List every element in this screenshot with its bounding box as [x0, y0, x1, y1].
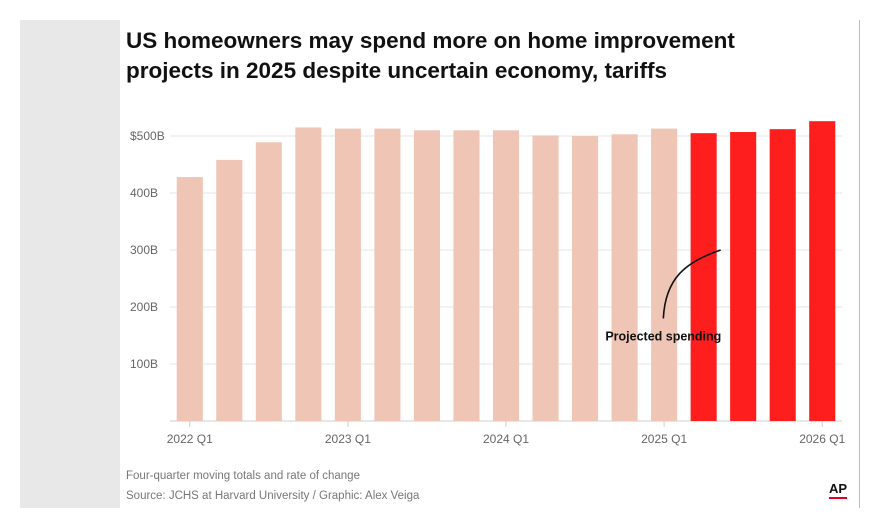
left-sidebar-panel	[20, 20, 120, 508]
bar-actual	[216, 159, 243, 421]
x-tick-label: 2026 Q1	[799, 432, 845, 446]
ap-logo: AP	[829, 482, 848, 499]
bar-actual	[176, 177, 203, 421]
bar-actual	[334, 128, 361, 421]
bar-projected	[769, 129, 796, 421]
bar-projected	[730, 132, 757, 421]
chart-source: Source: JCHS at Harvard University / Gra…	[126, 490, 420, 502]
bar-actual	[295, 127, 322, 421]
bar-actual	[492, 130, 520, 422]
x-tick-label: 2024 Q1	[483, 432, 529, 446]
bar-actual	[611, 134, 638, 422]
annotation: Projected spending	[605, 249, 721, 343]
y-tick-label: $500B	[130, 129, 165, 143]
bar-actual	[374, 128, 401, 421]
bar-projected	[809, 121, 836, 422]
bar-projected	[690, 133, 717, 421]
annotation-arrow	[662, 249, 721, 319]
annotation-label: Projected spending	[605, 329, 721, 343]
y-tick-label: 300B	[130, 243, 158, 257]
chart-title: US homeowners may spend more on home imp…	[126, 28, 735, 83]
bar-actual	[532, 135, 559, 421]
bar-actual	[651, 128, 678, 421]
bar-actual	[255, 142, 282, 421]
right-divider	[859, 20, 860, 508]
x-tick-label: 2025 Q1	[641, 432, 687, 446]
x-tick-label: 2023 Q1	[325, 432, 371, 446]
bar-actual	[453, 130, 480, 422]
y-tick-label: 400B	[130, 186, 158, 200]
bars	[176, 121, 836, 422]
bar-actual	[413, 130, 440, 422]
axis-labels: 100B 200B 300B 400B $500B 2022 Q1 2023 Q1 2024 …	[130, 129, 846, 446]
bar-actual	[572, 136, 599, 421]
x-tick-label: 2022 Q1	[167, 432, 213, 446]
chart-note: Four-quarter moving totals and rate of c…	[126, 470, 360, 482]
y-tick-label: 200B	[130, 300, 158, 314]
y-tick-label: 100B	[130, 357, 158, 371]
